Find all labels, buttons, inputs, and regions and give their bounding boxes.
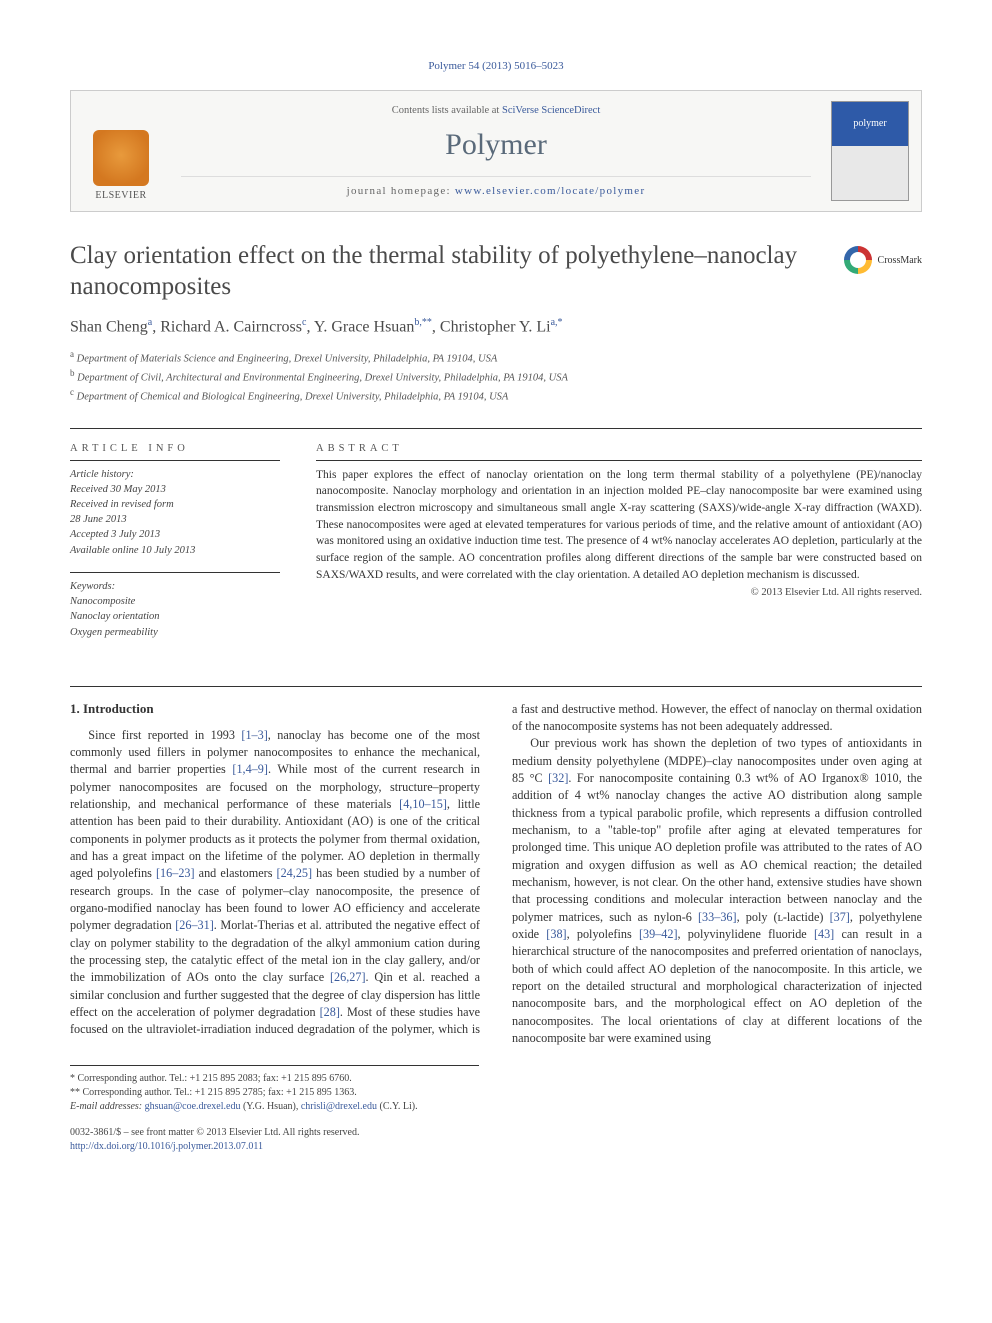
publisher-logo-cell: ELSEVIER (71, 91, 171, 211)
cover-label: polymer (832, 118, 908, 129)
publisher-name: ELSEVIER (93, 190, 149, 201)
citation: Polymer 54 (2013) 5016–5023 (70, 60, 922, 72)
contents-prefix: Contents lists available at (392, 105, 502, 116)
text-run: , polyolefins (567, 927, 639, 941)
emails-label: E-mail addresses: (70, 1101, 145, 1112)
page-footer: 0032-3861/$ – see front matter © 2013 El… (70, 1126, 922, 1154)
history-line: Received 30 May 2013 (70, 482, 280, 497)
homepage-prefix: journal homepage: (347, 185, 455, 197)
keyword: Nanocomposite (70, 594, 280, 609)
keyword: Nanoclay orientation (70, 609, 280, 624)
ref-link[interactable]: [26–31] (175, 918, 214, 932)
text-run: (C.Y. Li). (377, 1101, 418, 1112)
text-run: and elastomers (195, 866, 277, 880)
ref-link[interactable]: [39–42] (639, 927, 678, 941)
section-heading: 1. Introduction (70, 701, 480, 717)
keyword: Oxygen permeability (70, 625, 280, 640)
history-line: Received in revised form (70, 497, 280, 512)
journal-name: Polymer (181, 128, 811, 162)
crossmark-label: CrossMark (878, 255, 922, 266)
ref-link[interactable]: [37] (830, 910, 850, 924)
keywords-block: Keywords: Nanocomposite Nanoclay orienta… (70, 572, 280, 640)
homepage-link[interactable]: www.elsevier.com/locate/polymer (455, 185, 645, 197)
homepage-line: journal homepage: www.elsevier.com/locat… (181, 176, 811, 197)
email-link[interactable]: chrisli@drexel.edu (301, 1101, 377, 1112)
paper-title: Clay orientation effect on the thermal s… (70, 240, 828, 303)
email-link[interactable]: ghsuan@coe.drexel.edu (145, 1101, 241, 1112)
ref-link[interactable]: [32] (548, 771, 568, 785)
doi-link[interactable]: http://dx.doi.org/10.1016/j.polymer.2013… (70, 1141, 263, 1152)
authors: Shan Chenga, Richard A. Cairncrossc, Y. … (70, 317, 922, 336)
intro-paragraph-2: Our previous work has shown the depletio… (512, 735, 922, 1047)
ref-link[interactable]: [1,4–9] (232, 762, 268, 776)
text-run: Since first reported in 1993 (88, 728, 241, 742)
journal-cover-cell: polymer (821, 91, 921, 211)
abstract-column: ABSTRACT This paper explores the effect … (316, 443, 922, 654)
front-matter-line: 0032-3861/$ – see front matter © 2013 El… (70, 1126, 922, 1140)
journal-cover-thumbnail: polymer (831, 101, 909, 201)
crossmark-icon (844, 246, 872, 274)
journal-header: ELSEVIER Contents lists available at Sci… (70, 90, 922, 212)
history-line: 28 June 2013 (70, 512, 280, 527)
crossmark-badge[interactable]: CrossMark (844, 240, 922, 274)
corresponding-footnotes: * Corresponding author. Tel.: +1 215 895… (70, 1065, 479, 1114)
ref-link[interactable]: [26,27] (330, 970, 366, 984)
divider (70, 686, 922, 687)
affiliation-c: Department of Chemical and Biological En… (77, 392, 509, 403)
abstract-label: ABSTRACT (316, 443, 922, 454)
ref-link[interactable]: [24,25] (277, 866, 313, 880)
text-run: . For nanocomposite containing 0.3 wt% o… (512, 771, 922, 924)
history-heading: Article history: (70, 467, 280, 482)
keywords-heading: Keywords: (70, 579, 280, 594)
article-info-label: ARTICLE INFO (70, 443, 280, 454)
abstract-text: This paper explores the effect of nanocl… (316, 460, 922, 584)
history-line: Available online 10 July 2013 (70, 543, 280, 558)
body-two-column: 1. Introduction Since first reported in … (70, 701, 922, 1048)
ref-link[interactable]: [16–23] (156, 866, 195, 880)
affiliation-b: Department of Civil, Architectural and E… (77, 373, 568, 384)
article-info-column: ARTICLE INFO Article history: Received 3… (70, 443, 280, 654)
abstract-copyright: © 2013 Elsevier Ltd. All rights reserved… (316, 587, 922, 598)
ref-link[interactable]: [1–3] (241, 728, 267, 742)
ref-link[interactable]: [33–36] (698, 910, 737, 924)
text-run: , poly (ʟ-lactide) (737, 910, 830, 924)
elsevier-tree-icon (93, 130, 149, 186)
text-run: , polyvinylidene fluoride (678, 927, 814, 941)
affiliation-a: Department of Materials Science and Engi… (77, 353, 498, 364)
text-run: (Y.G. Hsuan), (240, 1101, 300, 1112)
sciencedirect-link[interactable]: SciVerse ScienceDirect (502, 105, 600, 116)
ref-link[interactable]: [43] (814, 927, 834, 941)
article-history: Article history: Received 30 May 2013 Re… (70, 460, 280, 558)
text-run: can result in a hierarchical structure o… (512, 927, 922, 1045)
email-line: E-mail addresses: ghsuan@coe.drexel.edu … (70, 1100, 479, 1114)
history-line: Accepted 3 July 2013 (70, 527, 280, 542)
contents-available: Contents lists available at SciVerse Sci… (181, 105, 811, 116)
corr-author-2: ** Corresponding author. Tel.: +1 215 89… (70, 1086, 479, 1100)
corr-author-1: * Corresponding author. Tel.: +1 215 895… (70, 1072, 479, 1086)
divider (70, 428, 922, 429)
ref-link[interactable]: [38] (546, 927, 566, 941)
ref-link[interactable]: [28] (320, 1005, 340, 1019)
ref-link[interactable]: [4,10–15] (399, 797, 447, 811)
affiliations: a Department of Materials Science and En… (70, 348, 922, 406)
